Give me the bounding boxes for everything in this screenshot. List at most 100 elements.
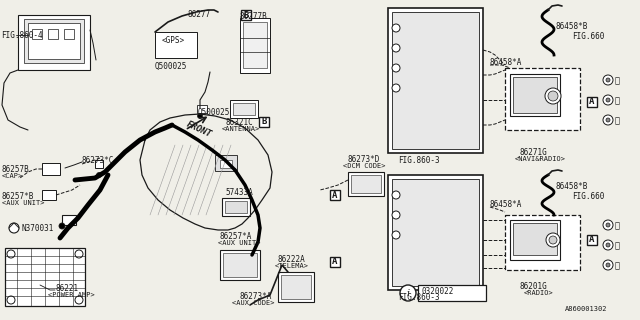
Text: ①: ① — [615, 261, 620, 270]
FancyBboxPatch shape — [510, 220, 560, 260]
Text: <POWER AMP>: <POWER AMP> — [48, 292, 95, 298]
Text: ①: ① — [615, 76, 620, 85]
FancyBboxPatch shape — [42, 163, 60, 175]
Text: A860001302: A860001302 — [565, 306, 607, 312]
Text: <NAVI&RADIO>: <NAVI&RADIO> — [515, 156, 566, 162]
FancyBboxPatch shape — [418, 285, 486, 301]
Circle shape — [606, 78, 610, 82]
FancyBboxPatch shape — [223, 253, 257, 277]
FancyBboxPatch shape — [32, 29, 42, 39]
Text: 86222A: 86222A — [278, 255, 306, 264]
Text: ①: ① — [615, 221, 620, 230]
FancyBboxPatch shape — [351, 175, 381, 193]
Circle shape — [392, 191, 400, 199]
FancyBboxPatch shape — [513, 77, 557, 113]
Circle shape — [606, 118, 610, 122]
Circle shape — [549, 236, 557, 244]
FancyBboxPatch shape — [18, 15, 90, 70]
Circle shape — [400, 285, 416, 301]
Text: 86271G: 86271G — [520, 148, 548, 157]
Circle shape — [603, 240, 613, 250]
Text: 86458*B: 86458*B — [555, 182, 588, 191]
Text: A: A — [589, 98, 595, 107]
FancyBboxPatch shape — [155, 32, 197, 58]
FancyBboxPatch shape — [5, 248, 85, 306]
FancyBboxPatch shape — [225, 201, 247, 213]
Text: Q500025: Q500025 — [198, 108, 230, 117]
FancyBboxPatch shape — [220, 160, 232, 168]
Text: 86321C: 86321C — [225, 118, 253, 127]
Text: 57433A: 57433A — [225, 188, 253, 197]
FancyBboxPatch shape — [197, 105, 207, 113]
FancyBboxPatch shape — [95, 160, 103, 168]
Text: 86458*B: 86458*B — [555, 22, 588, 31]
Circle shape — [603, 115, 613, 125]
Text: i: i — [406, 289, 410, 298]
FancyBboxPatch shape — [222, 198, 250, 216]
FancyBboxPatch shape — [587, 235, 597, 245]
Circle shape — [392, 84, 400, 92]
FancyBboxPatch shape — [241, 10, 251, 20]
Text: B: B — [261, 117, 267, 126]
Text: ①: ① — [615, 241, 620, 250]
Circle shape — [606, 98, 610, 102]
FancyBboxPatch shape — [505, 215, 580, 270]
Text: 0320022: 0320022 — [422, 287, 454, 296]
Circle shape — [97, 172, 102, 178]
Circle shape — [392, 24, 400, 32]
Circle shape — [603, 220, 613, 230]
FancyBboxPatch shape — [330, 190, 340, 200]
Text: B: B — [243, 11, 249, 20]
Text: 86277: 86277 — [188, 10, 211, 19]
Text: A: A — [589, 236, 595, 244]
FancyBboxPatch shape — [48, 29, 58, 39]
Circle shape — [606, 243, 610, 247]
Text: 86257*B: 86257*B — [2, 192, 35, 201]
Text: <ANTENNA>: <ANTENNA> — [222, 126, 260, 132]
Text: <DCM CODE>: <DCM CODE> — [343, 163, 385, 169]
Circle shape — [603, 260, 613, 270]
Text: 86201G: 86201G — [520, 282, 548, 291]
Text: FIG.860-3: FIG.860-3 — [398, 156, 440, 165]
Text: Q500025: Q500025 — [155, 62, 188, 71]
FancyBboxPatch shape — [215, 155, 237, 171]
Circle shape — [606, 223, 610, 227]
Circle shape — [392, 231, 400, 239]
Text: FIG.860-3: FIG.860-3 — [398, 293, 440, 302]
FancyBboxPatch shape — [388, 8, 483, 153]
Circle shape — [392, 64, 400, 72]
Text: 86458*A: 86458*A — [490, 58, 522, 67]
Circle shape — [75, 250, 83, 258]
Text: FIG.660: FIG.660 — [572, 32, 604, 41]
Circle shape — [7, 250, 15, 258]
FancyBboxPatch shape — [505, 68, 580, 130]
Circle shape — [545, 88, 561, 104]
Text: <TELEMA>: <TELEMA> — [275, 263, 309, 269]
Circle shape — [392, 211, 400, 219]
FancyBboxPatch shape — [28, 23, 80, 59]
Text: 86277B: 86277B — [240, 12, 268, 21]
Circle shape — [392, 44, 400, 52]
Text: N370031: N370031 — [22, 224, 54, 233]
FancyBboxPatch shape — [587, 97, 597, 107]
Text: 86458*A: 86458*A — [490, 200, 522, 209]
FancyBboxPatch shape — [62, 215, 76, 225]
FancyBboxPatch shape — [230, 100, 258, 118]
Text: A: A — [332, 258, 338, 267]
FancyBboxPatch shape — [510, 74, 560, 116]
Text: A: A — [332, 190, 338, 199]
FancyBboxPatch shape — [220, 250, 260, 280]
Text: <CAP>: <CAP> — [2, 173, 23, 179]
FancyBboxPatch shape — [243, 22, 267, 68]
Circle shape — [603, 95, 613, 105]
FancyBboxPatch shape — [240, 18, 270, 73]
FancyBboxPatch shape — [281, 275, 311, 299]
Text: FIG.860-4: FIG.860-4 — [1, 31, 43, 40]
Circle shape — [198, 114, 202, 118]
Text: FIG.660: FIG.660 — [572, 192, 604, 201]
Text: 86273*D: 86273*D — [348, 155, 380, 164]
Circle shape — [59, 223, 65, 229]
FancyBboxPatch shape — [513, 223, 557, 255]
Circle shape — [75, 296, 83, 304]
Text: <GPS>: <GPS> — [162, 36, 185, 45]
